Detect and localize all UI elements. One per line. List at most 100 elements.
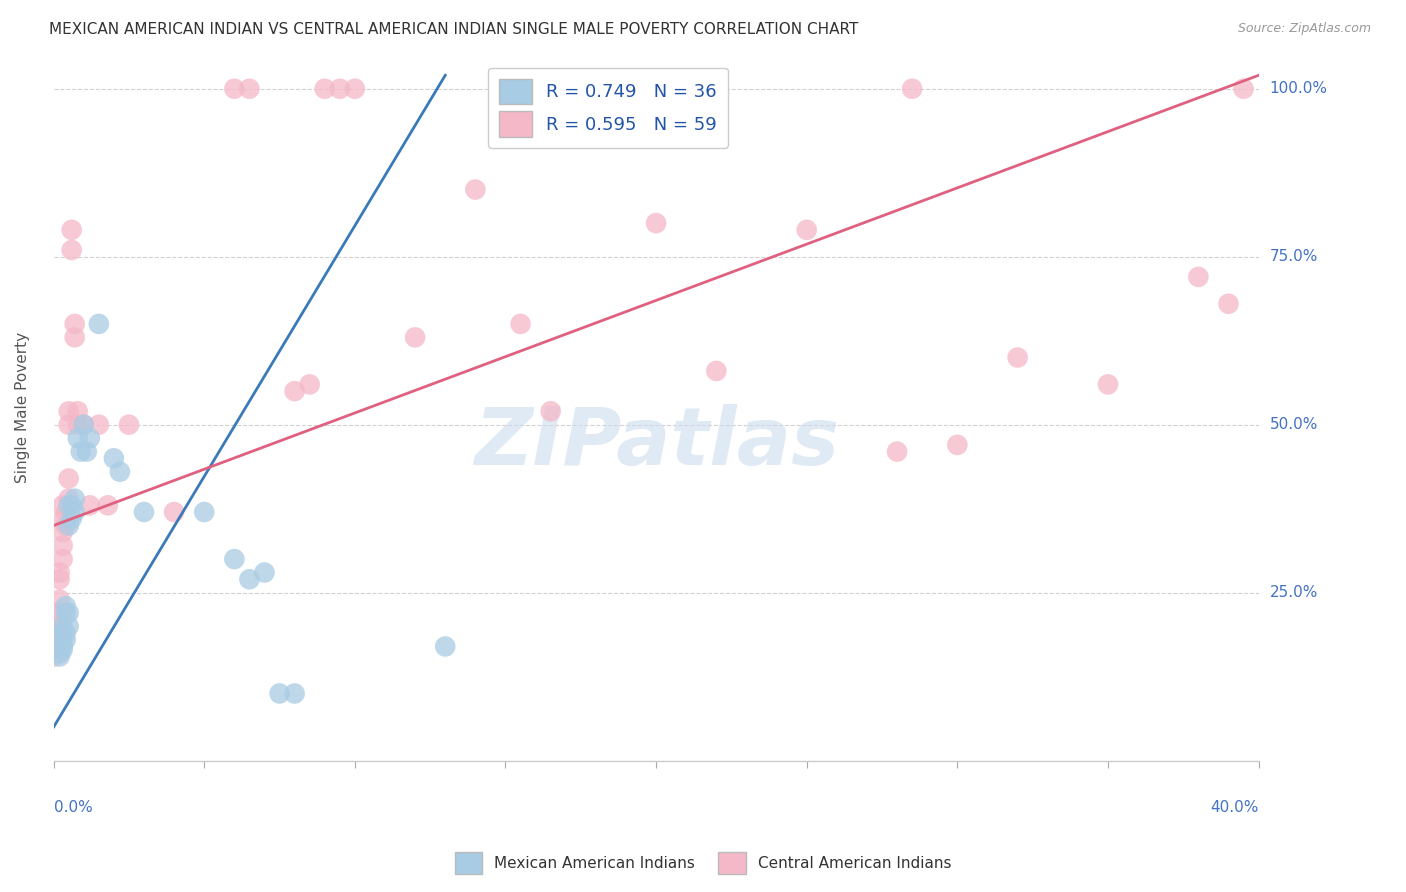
- Point: [48, 619, 70, 633]
- Point: [645, 216, 668, 230]
- Point: [63, 330, 86, 344]
- Point: [60, 223, 83, 237]
- Point: [1187, 269, 1209, 284]
- Point: [42, 636, 65, 650]
- Point: [42, 642, 65, 657]
- Point: [87, 317, 110, 331]
- Point: [55, 599, 77, 614]
- Point: [1218, 297, 1240, 311]
- Text: 75.0%: 75.0%: [1270, 249, 1317, 264]
- Point: [48, 606, 70, 620]
- Point: [58, 619, 80, 633]
- Point: [55, 632, 77, 647]
- Point: [66, 431, 89, 445]
- Point: [886, 444, 908, 458]
- Point: [52, 636, 75, 650]
- Point: [509, 317, 531, 331]
- Text: 25.0%: 25.0%: [1270, 585, 1317, 600]
- Point: [58, 518, 80, 533]
- Point: [55, 626, 77, 640]
- Point: [103, 451, 125, 466]
- Point: [238, 572, 260, 586]
- Point: [284, 686, 307, 700]
- Point: [269, 686, 291, 700]
- Point: [404, 330, 426, 344]
- Legend: Mexican American Indians, Central American Indians: Mexican American Indians, Central Americ…: [449, 846, 957, 880]
- Point: [66, 404, 89, 418]
- Point: [1097, 377, 1119, 392]
- Point: [73, 417, 96, 432]
- Point: [58, 606, 80, 620]
- Point: [66, 417, 89, 432]
- Point: [58, 404, 80, 418]
- Point: [224, 81, 246, 95]
- Point: [946, 438, 969, 452]
- Point: [193, 505, 215, 519]
- Point: [48, 640, 70, 654]
- Point: [42, 632, 65, 647]
- Text: ZIPatlas: ZIPatlas: [474, 404, 838, 483]
- Text: 100.0%: 100.0%: [1270, 81, 1327, 96]
- Point: [63, 491, 86, 506]
- Point: [52, 512, 75, 526]
- Point: [69, 444, 91, 458]
- Point: [79, 431, 101, 445]
- Point: [76, 444, 98, 458]
- Point: [55, 518, 77, 533]
- Point: [48, 646, 70, 660]
- Point: [52, 539, 75, 553]
- Point: [52, 619, 75, 633]
- Text: 50.0%: 50.0%: [1270, 417, 1317, 433]
- Point: [163, 505, 186, 519]
- Point: [58, 471, 80, 485]
- Text: 40.0%: 40.0%: [1211, 799, 1258, 814]
- Point: [58, 491, 80, 506]
- Text: MEXICAN AMERICAN INDIAN VS CENTRAL AMERICAN INDIAN SINGLE MALE POVERTY CORRELATI: MEXICAN AMERICAN INDIAN VS CENTRAL AMERI…: [49, 22, 859, 37]
- Point: [284, 384, 307, 398]
- Point: [58, 417, 80, 432]
- Legend: R = 0.749   N = 36, R = 0.595   N = 59: R = 0.749 N = 36, R = 0.595 N = 59: [488, 68, 727, 148]
- Point: [253, 566, 276, 580]
- Point: [52, 499, 75, 513]
- Point: [52, 642, 75, 657]
- Point: [329, 81, 352, 95]
- Point: [52, 525, 75, 540]
- Point: [48, 566, 70, 580]
- Point: [706, 364, 728, 378]
- Point: [60, 512, 83, 526]
- Point: [48, 592, 70, 607]
- Point: [1007, 351, 1029, 365]
- Point: [1232, 81, 1254, 95]
- Point: [238, 81, 260, 95]
- Point: [87, 417, 110, 432]
- Point: [48, 572, 70, 586]
- Point: [343, 81, 366, 95]
- Point: [796, 223, 818, 237]
- Point: [540, 404, 562, 418]
- Point: [224, 552, 246, 566]
- Point: [58, 499, 80, 513]
- Point: [118, 417, 141, 432]
- Point: [434, 640, 457, 654]
- Point: [52, 626, 75, 640]
- Point: [314, 81, 336, 95]
- Point: [63, 317, 86, 331]
- Point: [63, 505, 86, 519]
- Point: [73, 417, 96, 432]
- Text: Source: ZipAtlas.com: Source: ZipAtlas.com: [1237, 22, 1371, 36]
- Point: [464, 182, 486, 196]
- Point: [108, 465, 131, 479]
- Point: [45, 619, 67, 633]
- Y-axis label: Single Male Poverty: Single Male Poverty: [15, 333, 30, 483]
- Point: [48, 649, 70, 664]
- Point: [55, 505, 77, 519]
- Point: [45, 606, 67, 620]
- Point: [97, 499, 120, 513]
- Point: [79, 499, 101, 513]
- Point: [901, 81, 924, 95]
- Point: [60, 243, 83, 257]
- Point: [132, 505, 155, 519]
- Point: [52, 552, 75, 566]
- Point: [298, 377, 321, 392]
- Point: [42, 649, 65, 664]
